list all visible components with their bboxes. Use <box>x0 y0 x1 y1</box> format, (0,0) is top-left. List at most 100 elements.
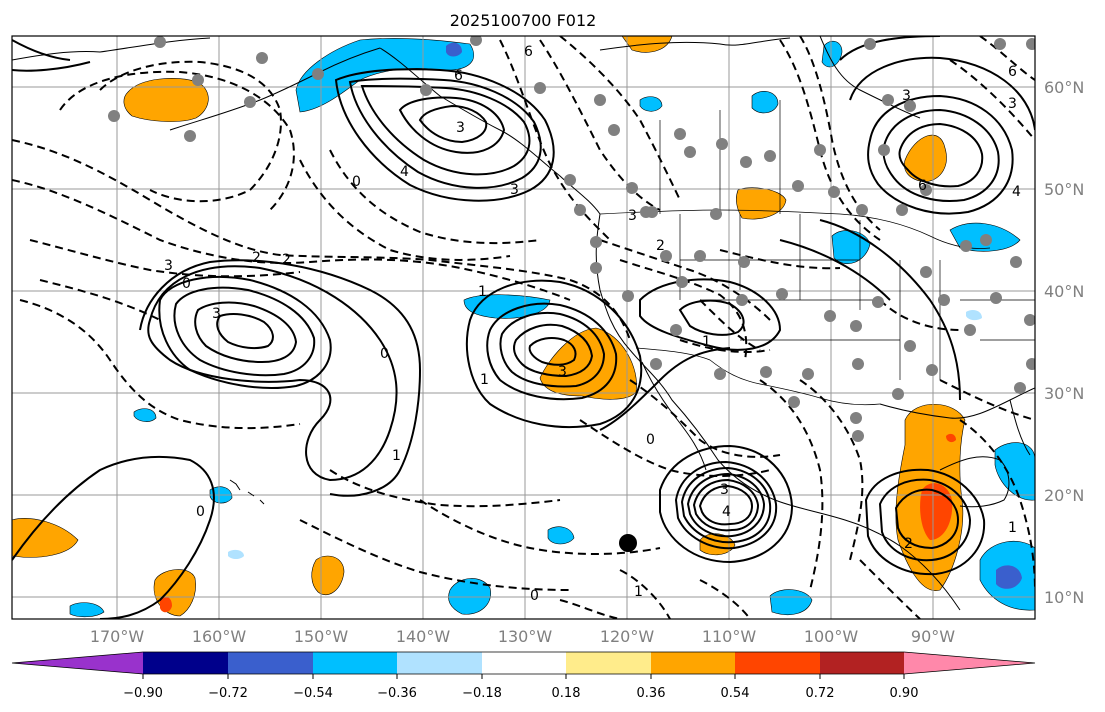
colorbar-tick-label: 0.90 <box>890 686 919 701</box>
shade-hawaii-north <box>123 78 209 122</box>
contour-east-high-2 <box>882 108 1000 202</box>
contour-label: 0 <box>196 504 205 520</box>
coast-hudson <box>819 36 921 119</box>
colorbar-tick-label: 0.72 <box>806 686 835 701</box>
contour-ca-low-5 <box>466 279 643 429</box>
latitude-labels: 60°N 50°N 40°N 30°N 20°N 10°N <box>1044 78 1084 607</box>
contour-alaska-low-2 <box>348 77 542 189</box>
colorbar-tick-label: −0.36 <box>377 686 417 701</box>
contour-label: 6 <box>454 68 463 84</box>
contour-ca-low-2 <box>499 312 606 388</box>
map-title: 2025100700 F012 <box>450 11 597 30</box>
shade-pac-blob5 <box>639 96 663 112</box>
map-panel: 6 6 3 4 3 2 3 2 2 3 0 0 0 1 1 3 0 1 1 3 … <box>12 36 1035 619</box>
contour-gulf-1 <box>864 468 986 576</box>
contour-mx-low-3 <box>686 472 766 538</box>
coast-baja <box>641 361 707 471</box>
shade-lightblue-1 <box>228 549 244 559</box>
colorbar-tick-labels: −0.90 −0.72 −0.54 −0.36 −0.18 0.18 0.36 … <box>123 686 918 701</box>
colorbar-segment <box>143 652 228 674</box>
contour-west-solid <box>12 455 215 619</box>
weak-negative-shading <box>228 310 982 559</box>
lon-label: 110°W <box>702 627 757 646</box>
colorbar-extend-min <box>12 652 143 674</box>
coast-westcoast <box>595 213 961 611</box>
shade-left-edge <box>12 518 79 558</box>
contour-pac-high-5 <box>147 265 398 482</box>
contour-label: 0 <box>182 276 191 292</box>
colorbar-segment <box>397 652 482 674</box>
colorbar-tick-label: 0.54 <box>721 686 750 701</box>
colorbar-segment <box>820 652 904 674</box>
station-dots <box>108 36 1035 442</box>
contour-label: 1 <box>478 284 487 300</box>
shade-hawaii-core <box>160 596 172 613</box>
shade-yucatan-core <box>996 565 1022 589</box>
border-canada-prov <box>659 100 781 214</box>
colorbar-segment <box>651 652 735 674</box>
lon-label: 100°W <box>804 627 859 646</box>
colorbar-extend-max <box>904 652 1035 674</box>
colorbar-segment <box>313 652 397 674</box>
contour-label: 6 <box>1008 64 1017 80</box>
shade-pac-blob2 <box>133 408 157 422</box>
colorbar-ticks <box>142 674 905 679</box>
lon-label: 140°W <box>396 627 451 646</box>
colorbar-tick-label: −0.54 <box>293 686 333 701</box>
contour-label: 2 <box>656 238 665 254</box>
contour-label: 3 <box>212 306 221 322</box>
contour-label: 0 <box>530 588 539 604</box>
shade-east-pac <box>769 589 813 615</box>
map-background <box>12 36 1035 619</box>
coast-hawaii <box>229 479 265 505</box>
contour-label: 3 <box>510 182 519 198</box>
contour-label: 3 <box>902 88 911 104</box>
shade-gulf-dot <box>946 433 956 443</box>
shade-southwest-pac <box>448 578 491 615</box>
contour-mx-low-4 <box>692 478 760 532</box>
border-states-1 <box>679 214 900 341</box>
lon-label: 130°W <box>498 627 553 646</box>
strong-negative-shading <box>446 42 1022 589</box>
contour-east-high-3 <box>898 122 984 188</box>
shade-alaska-core <box>446 42 462 57</box>
contour-label: 0 <box>380 346 389 362</box>
contour-pac-high-3 <box>194 301 298 364</box>
contour-alaska-low-5 <box>418 104 488 144</box>
strong-positive-shading <box>160 433 956 613</box>
shade-caribbean <box>994 442 1035 501</box>
contour-gulf-2 <box>878 478 972 562</box>
colorbar-tick-label: −0.90 <box>123 686 163 701</box>
contour-label: 6 <box>918 178 927 194</box>
contour-label: 4 <box>400 164 409 180</box>
contour-pac-high-2 <box>173 286 316 377</box>
lat-label: 30°N <box>1044 384 1084 403</box>
colorbar-tick-label: −0.72 <box>208 686 248 701</box>
contour-east-high-1 <box>867 94 1014 215</box>
shade-plains <box>831 230 871 264</box>
colorbar-segment <box>735 652 820 674</box>
colorbar: −0.90 −0.72 −0.54 −0.36 −0.18 0.18 0.36 … <box>11 651 1036 701</box>
colorbar-segment <box>228 652 313 674</box>
longitude-labels: 170°W 160°W 150°W 140°W 130°W 120°W 110°… <box>90 627 955 646</box>
contour-label: 3 <box>1008 96 1017 112</box>
contour-pac-high-1 <box>158 275 332 389</box>
contour-ca-low-4 <box>528 337 577 366</box>
contour-label: 1 <box>634 584 643 600</box>
contour-ca-low-1 <box>486 302 618 401</box>
lat-label: 50°N <box>1044 180 1084 199</box>
lon-label: 90°W <box>911 627 955 646</box>
contour-label: 2 <box>282 252 291 268</box>
shade-pacific-small <box>311 555 345 596</box>
contour-label: 3 <box>456 120 465 136</box>
contour-label: 3 <box>558 364 567 380</box>
lat-label: 60°N <box>1044 78 1084 97</box>
contour-labels: 6 6 3 4 3 2 3 2 2 3 0 0 0 1 1 3 0 1 1 3 … <box>164 44 1021 604</box>
coast-arctic <box>599 37 791 51</box>
contour-east-solid-1 <box>819 219 961 401</box>
political-borders <box>599 100 1035 406</box>
dashed-contours <box>12 36 1035 619</box>
colorbar-segment <box>482 652 566 674</box>
contour-label: 2 <box>904 536 913 552</box>
coast-gulfcoast <box>879 387 1035 419</box>
